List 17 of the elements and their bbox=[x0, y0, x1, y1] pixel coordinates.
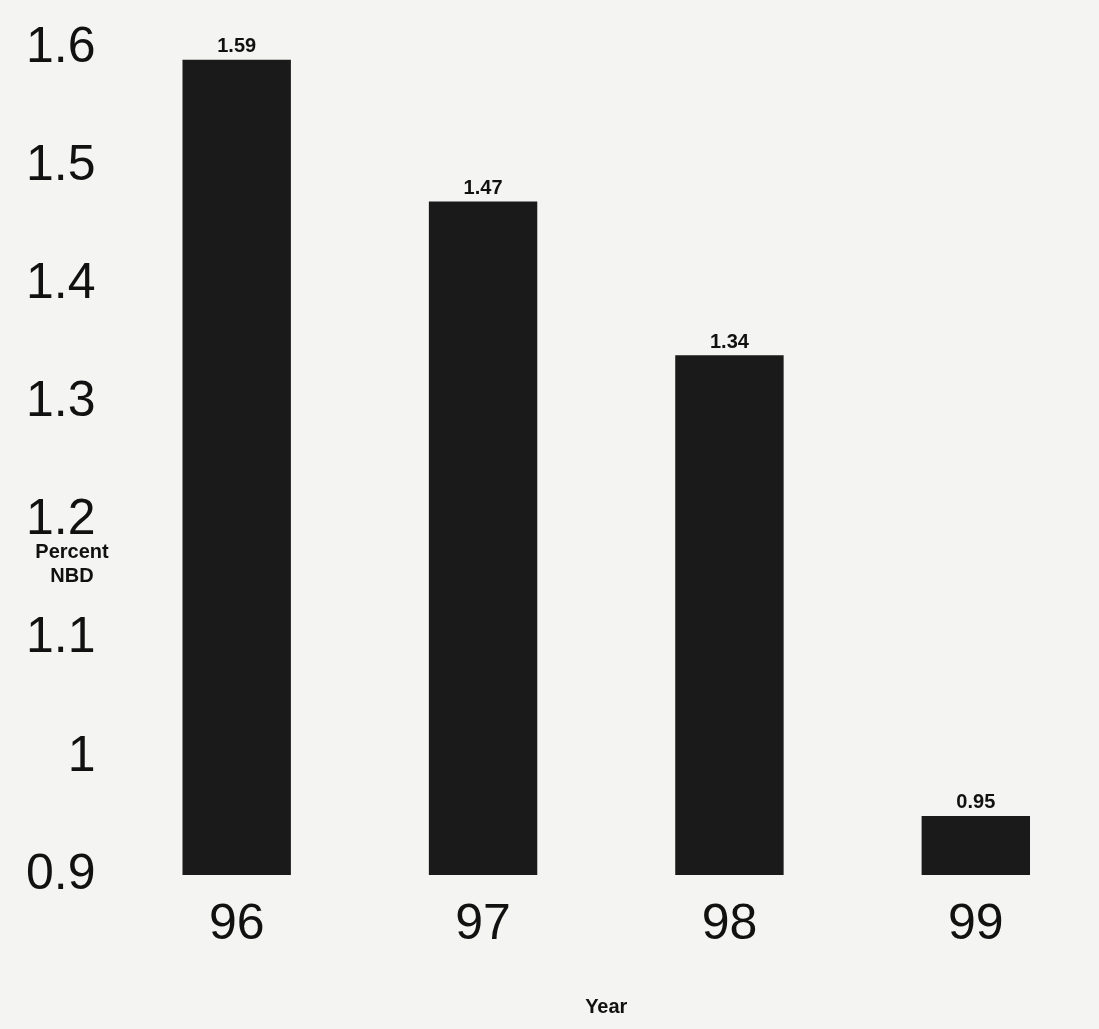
data-label: 1.47 bbox=[463, 176, 503, 199]
y-tick-label: 1.3 bbox=[25, 371, 96, 428]
data-label: 0.95 bbox=[956, 790, 996, 813]
y-tick-label: 1.5 bbox=[25, 134, 96, 191]
y-tick-label: 1.4 bbox=[25, 253, 96, 310]
y-tick-label: 1.1 bbox=[25, 607, 96, 664]
x-tick-label: 98 bbox=[701, 893, 758, 950]
x-tick-label: 99 bbox=[948, 893, 1004, 950]
y-tick-label: 1.6 bbox=[25, 16, 96, 73]
x-axis-title: Year bbox=[585, 994, 628, 1017]
x-tick-label: 96 bbox=[208, 893, 265, 950]
data-label: 1.59 bbox=[217, 34, 257, 57]
data-label: 1.34 bbox=[709, 329, 750, 352]
y-axis-title: Percent NBD bbox=[35, 540, 110, 587]
x-tick-label: 97 bbox=[455, 893, 511, 950]
y-tick-label: 1 bbox=[67, 725, 96, 782]
y-tick-label: 0.9 bbox=[25, 843, 96, 900]
